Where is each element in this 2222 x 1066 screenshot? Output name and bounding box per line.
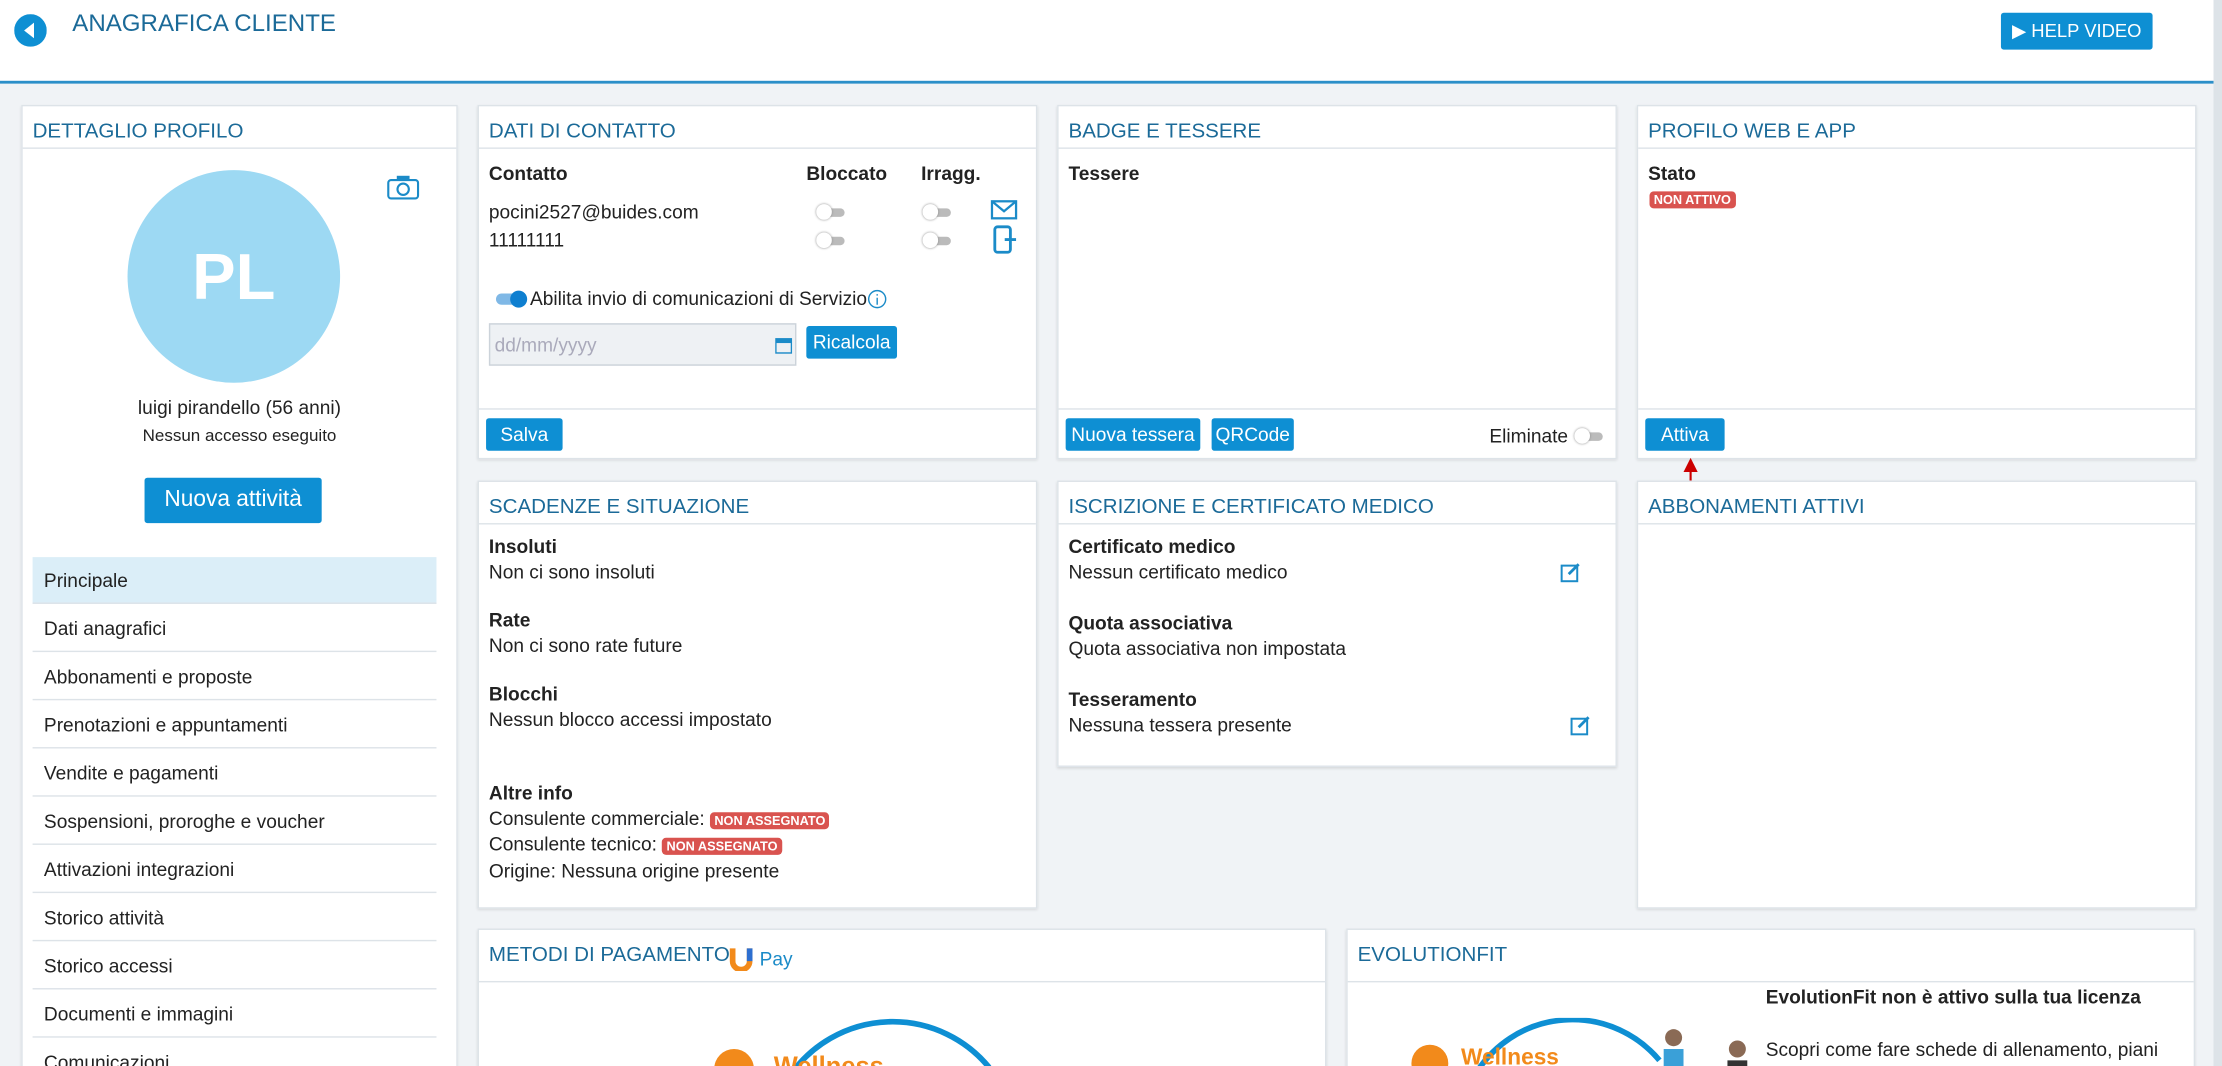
toggle[interactable] xyxy=(922,204,951,220)
info-icon[interactable] xyxy=(867,289,887,309)
label: Certificato medico xyxy=(1068,535,1236,558)
menu-item[interactable]: Dati anagrafici xyxy=(32,605,437,653)
save-button[interactable]: Salva xyxy=(486,418,563,451)
page-title: ANAGRAFICA CLIENTE xyxy=(72,9,337,37)
evolution-logo xyxy=(1411,1017,1748,1066)
toggle[interactable] xyxy=(816,204,845,220)
text: Nessuna tessera presente xyxy=(1068,714,1292,736)
evolution-text: Scopri come fare schede di allenamento, … xyxy=(1765,1039,2159,1061)
deleted-label: Eliminate xyxy=(1489,425,1569,447)
toggle[interactable] xyxy=(1574,428,1603,444)
help-label: HELP VIDEO xyxy=(2031,19,2142,42)
menu-item[interactable]: Prenotazioni e appuntamenti xyxy=(32,702,437,749)
payments-panel: METODI DI PAGAMENTO Pay Wellness xyxy=(477,928,1327,1066)
toggle[interactable] xyxy=(922,232,951,249)
wellness-text: Wellness xyxy=(774,1052,884,1066)
menu-item[interactable]: Storico accessi xyxy=(32,943,437,990)
panel-title: PROFILO WEB E APP xyxy=(1648,120,1856,144)
menu-item[interactable]: Documenti e immagini xyxy=(32,991,437,1038)
label: Tessere xyxy=(1068,163,1140,185)
new-card-button[interactable]: Nuova tessera xyxy=(1065,418,1201,451)
panel-title: EVOLUTIONFIT xyxy=(1357,944,1508,967)
menu-item[interactable]: Vendite e pagamenti xyxy=(32,750,437,797)
column-header: Contatto xyxy=(488,163,568,185)
panel-title: BADGE E TESSERE xyxy=(1068,120,1262,144)
evolution-heading: EvolutionFit non è attivo sulla tua lice… xyxy=(1765,986,2141,1008)
menu-item[interactable]: Sospensioni, proroghe e voucher xyxy=(32,798,437,845)
pay-logo xyxy=(729,948,753,972)
wellness-text: Wellness xyxy=(1461,1046,1559,1066)
info-line: Consulente commerciale: NON ASSEGNATO xyxy=(488,808,830,830)
text: Non ci sono rate future xyxy=(488,635,683,657)
label: Insoluti xyxy=(488,535,557,558)
menu-item[interactable]: Attivazioni integrazioni xyxy=(32,846,437,894)
send-icons[interactable] xyxy=(990,197,1019,254)
text: Consulente tecnico: xyxy=(488,833,657,855)
panel-title: DATI DI CONTATTO xyxy=(488,120,676,144)
text: Consulente commerciale: xyxy=(488,808,705,830)
label: Quota associativa xyxy=(1068,612,1233,634)
web-panel: PROFILO WEB E APP Stato NON ATTIVO Attiv… xyxy=(1636,104,2197,460)
label: Tesseramento xyxy=(1068,688,1197,711)
toggle-label: Abilita invio di comunicazioni di Serviz… xyxy=(529,287,868,310)
contact-panel: DATI DI CONTATTO Contatto Bloccato Irrag… xyxy=(477,104,1038,460)
back-button[interactable] xyxy=(14,14,47,47)
access-info: Nessun accesso eseguito xyxy=(142,425,337,446)
info-line: Consulente tecnico: NON ASSEGNATO xyxy=(489,834,782,855)
help-video-button[interactable]: ▶ HELP VIDEO xyxy=(2000,12,2153,50)
menu-item[interactable]: Principale xyxy=(32,557,437,604)
panel-title: METODI DI PAGAMENTO xyxy=(488,944,730,967)
badge: NON ASSEGNATO xyxy=(710,812,830,830)
contact-email: pocini2527@buides.com xyxy=(488,201,699,223)
recalc-button[interactable]: Ricalcola xyxy=(806,326,898,359)
text: Quota associativa non impostata xyxy=(1068,637,1347,660)
new-activity-button[interactable]: Nuova attività xyxy=(144,477,322,524)
status-badge: NON ATTIVO xyxy=(1649,191,1736,209)
panel-title: ISCRIZIONE E CERTIFICATO MEDICO xyxy=(1068,496,1434,519)
client-name: luigi pirandello (56 anni) xyxy=(137,396,342,419)
label: Altre info xyxy=(488,782,573,804)
panel-title: ABBONAMENTI ATTIVI xyxy=(1648,496,1865,519)
label: Stato xyxy=(1648,163,1696,185)
evolution-panel: EVOLUTIONFIT Wellness EvolutionFit non è… xyxy=(1346,928,2196,1066)
text: Non ci sono insoluti xyxy=(488,561,655,583)
badge: NON ASSEGNATO xyxy=(662,837,782,855)
label: Rate xyxy=(488,609,531,631)
column-header: Irragg. xyxy=(921,163,981,185)
activate-button[interactable]: Attiva xyxy=(1645,418,1725,451)
avatar: PL xyxy=(127,170,341,383)
qrcode-button[interactable]: QRCode xyxy=(1211,418,1294,451)
menu-item[interactable]: Storico attività xyxy=(32,895,437,942)
header xyxy=(0,0,2222,84)
column-header: Bloccato xyxy=(806,163,888,185)
subscriptions-panel: ABBONAMENTI ATTIVI xyxy=(1636,480,2197,909)
menu-item[interactable]: Comunicazioni xyxy=(33,1039,437,1066)
panel-title: DETTAGLIO PROFILO xyxy=(32,120,244,144)
text: Nessun certificato medico xyxy=(1068,561,1288,583)
panel-title: SCADENZE E SITUAZIONE xyxy=(488,496,750,519)
deadlines-panel: SCADENZE E SITUAZIONE Insoluti Non ci son… xyxy=(477,480,1038,909)
calendar-icon[interactable] xyxy=(775,336,793,354)
profile-panel: DETTAGLIO PROFILO PL luigi pirandello (5… xyxy=(21,104,458,1066)
menu-item[interactable]: Abbonamenti e proposte xyxy=(32,654,437,701)
toggle[interactable] xyxy=(816,232,845,249)
wellness-logo xyxy=(714,1018,992,1066)
contact-phone: 11111111 xyxy=(488,229,565,251)
scrollbar[interactable] xyxy=(2213,0,2222,1066)
date-input[interactable]: dd/mm/yyyy xyxy=(488,323,797,366)
camera-icon[interactable] xyxy=(387,174,420,200)
info-line: Origine: Nessuna origine presente xyxy=(488,860,780,882)
medical-panel: ISCRIZIONE E CERTIFICATO MEDICO Certific… xyxy=(1057,480,1617,767)
badge-panel: BADGE E TESSERE Tessere Nuova tessera QR… xyxy=(1057,104,1617,460)
pay-label: Pay xyxy=(759,948,793,970)
service-toggle[interactable] xyxy=(495,290,528,308)
edit-icon[interactable] xyxy=(1570,714,1591,736)
text: Nessun blocco accessi impostato xyxy=(488,708,772,731)
edit-icon[interactable] xyxy=(1560,561,1581,583)
label: Blocchi xyxy=(488,683,559,705)
